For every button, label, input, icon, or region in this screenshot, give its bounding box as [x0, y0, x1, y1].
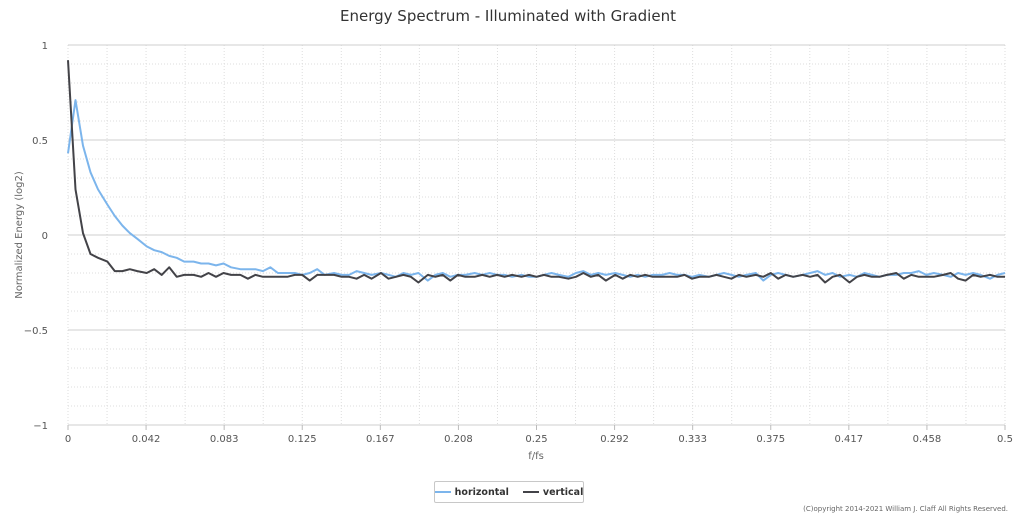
chart-title: Energy Spectrum - Illuminated with Gradi…: [340, 7, 676, 25]
x-tick-label: 0.208: [444, 434, 473, 445]
copyright-notice: (C)opyright 2014-2021 William J. Claff A…: [803, 505, 1008, 513]
y-tick-label: 0.5: [32, 136, 48, 147]
legend-swatch-vertical: [522, 491, 539, 493]
x-tick-label: 0.458: [913, 434, 942, 445]
x-tick-label: 0.375: [756, 434, 785, 445]
y-tick-label: 1: [42, 41, 48, 52]
legend-item-horizontal[interactable]: horizontal: [434, 486, 509, 498]
x-axis-title: f/fs: [528, 451, 544, 462]
x-tick-label: 0.333: [678, 434, 707, 445]
x-tick-label: 0.292: [600, 434, 629, 445]
x-tick-label: 0.083: [210, 434, 239, 445]
y-axis-title: Normalized Energy (log2): [14, 171, 25, 299]
x-tick-label: 0.125: [288, 434, 317, 445]
x-tick-label: 0.167: [366, 434, 395, 445]
series-line-vertical: [67, 60, 1005, 284]
legend-label-horizontal: horizontal: [454, 486, 509, 498]
y-tick-label: −1: [33, 421, 48, 432]
x-tick-label: 0.25: [525, 434, 547, 445]
grid: [67, 44, 1006, 426]
legend: horizontal vertical: [434, 481, 584, 503]
x-tick-label: 0.417: [835, 434, 864, 445]
x-tick-label: 0.042: [132, 434, 161, 445]
series-layer: [67, 60, 1006, 284]
x-tick-label: 0.5: [997, 434, 1013, 445]
legend-label-vertical: vertical: [542, 486, 584, 498]
legend-swatch-horizontal: [434, 491, 451, 493]
x-tick-label: 0: [65, 434, 71, 445]
y-tick-label: −0.5: [24, 326, 48, 337]
tick-layer: 1 0.5 0 −0.5 −1 0 0.042 0.083 0.125 0.167 0.208 0.2…: [24, 41, 1013, 445]
legend-item-vertical[interactable]: vertical: [522, 486, 584, 498]
y-tick-label: 0: [42, 231, 48, 242]
